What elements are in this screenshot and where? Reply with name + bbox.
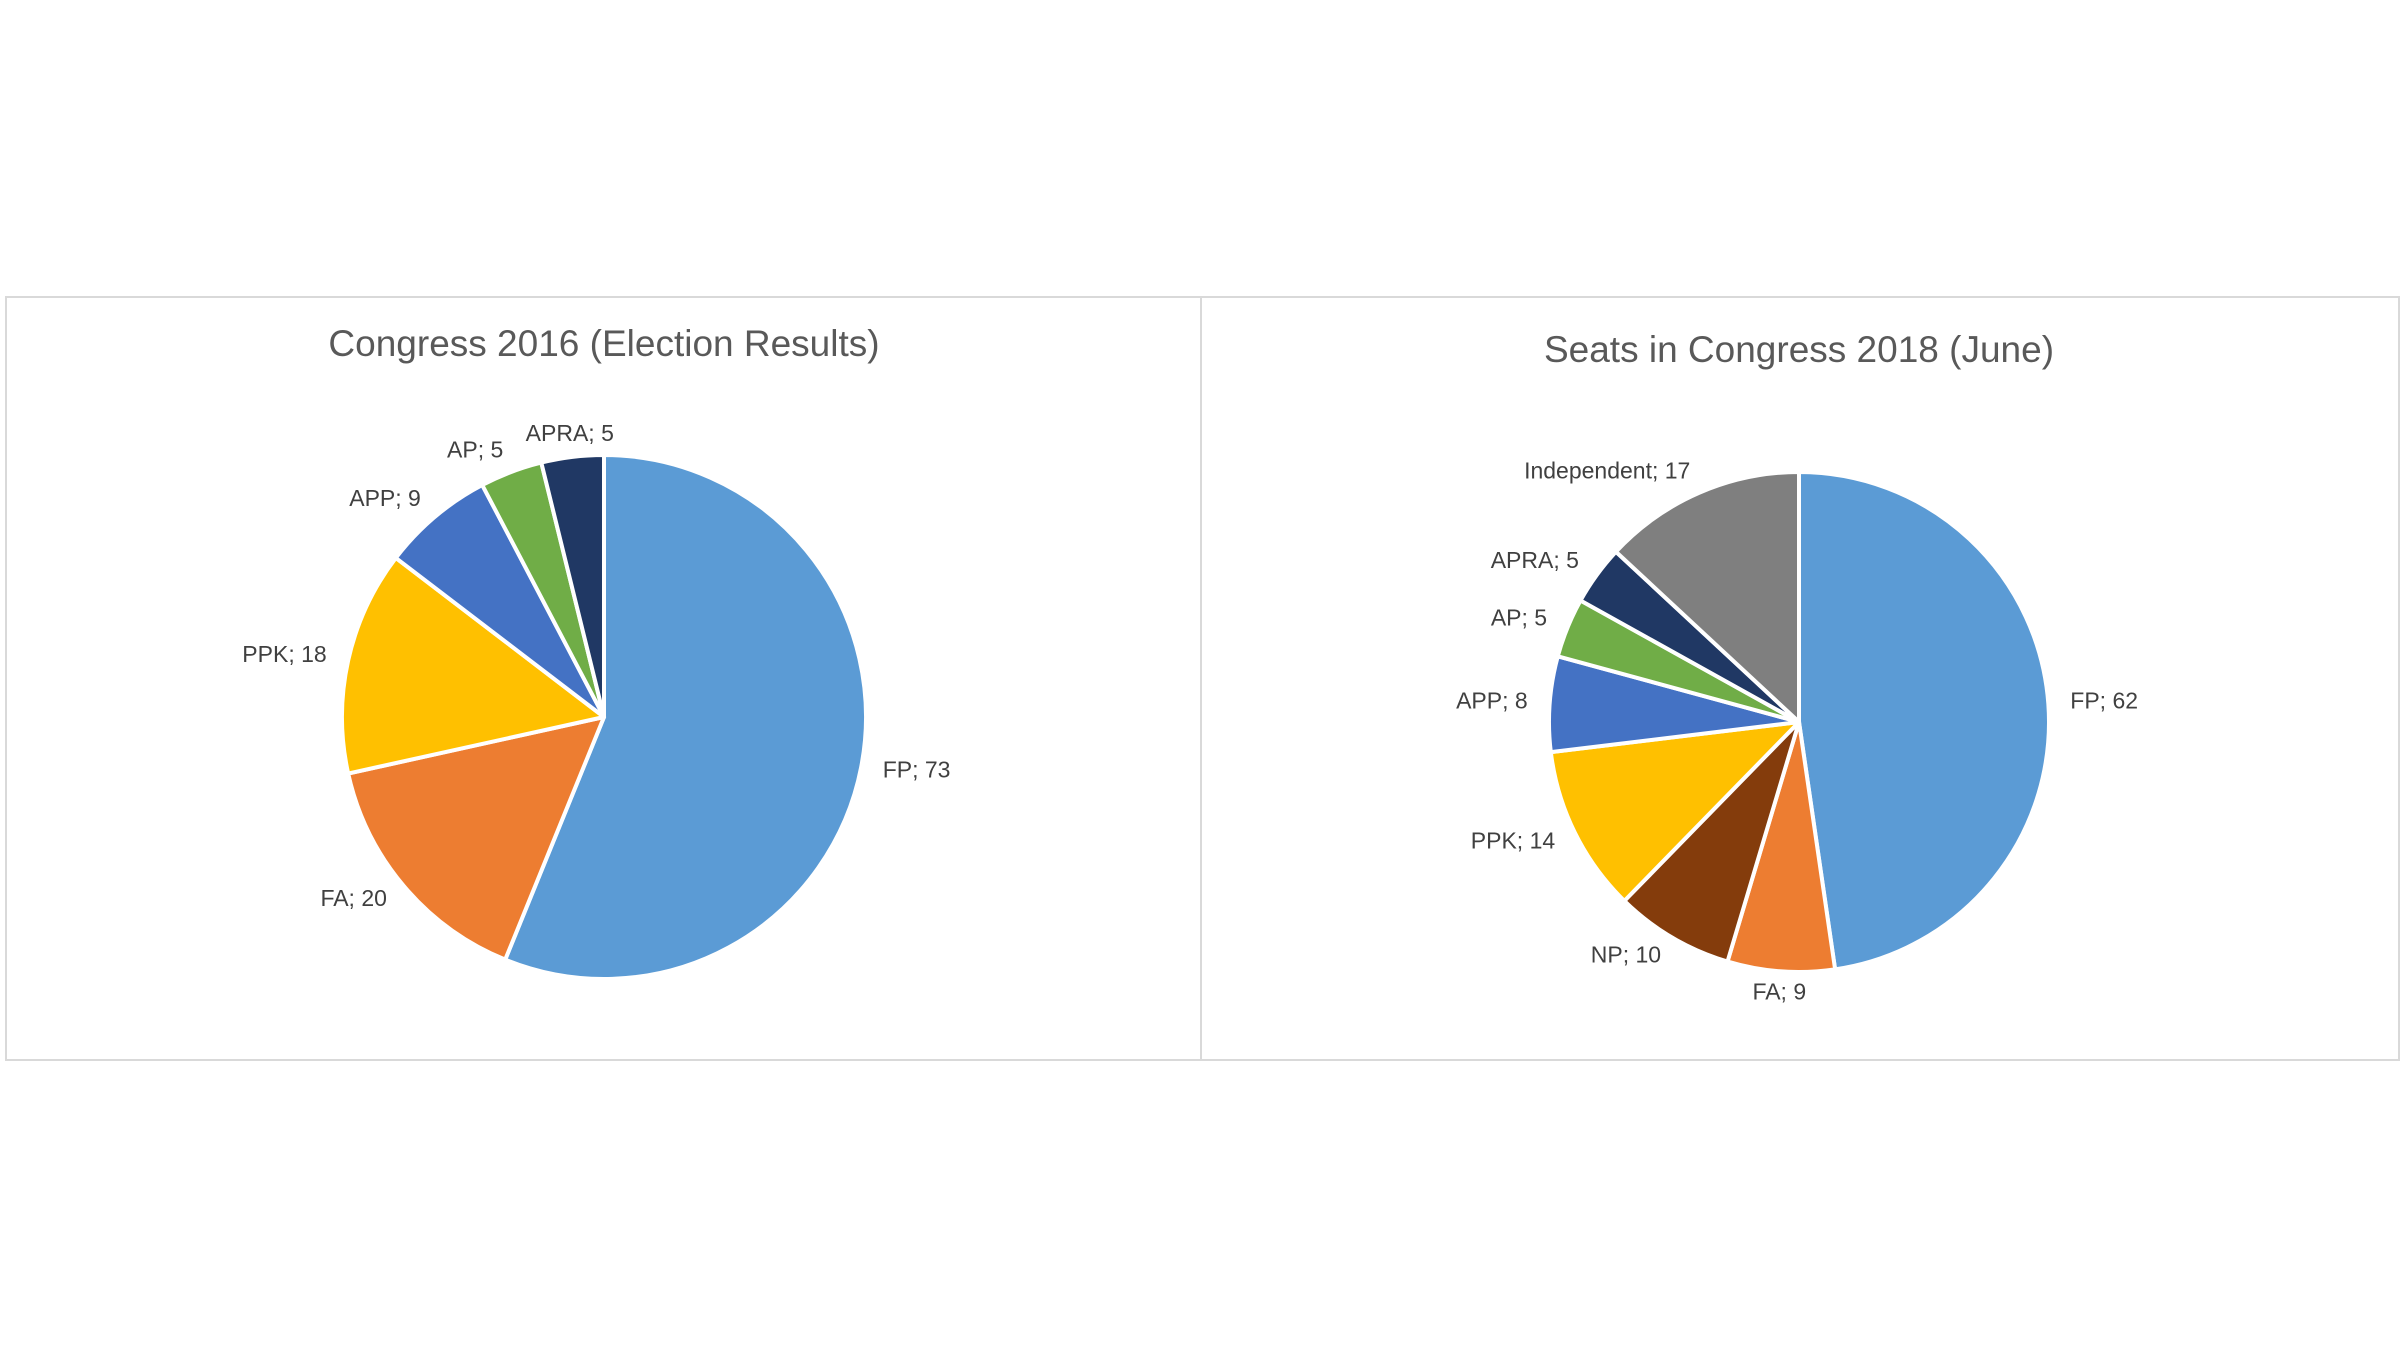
pie-slice xyxy=(393,483,606,719)
data-label: APRA; 5 xyxy=(526,420,614,446)
pie-slice xyxy=(1797,470,2051,972)
data-label: FP; 62 xyxy=(2070,687,2138,713)
data-label: AP; 5 xyxy=(1491,605,1547,631)
pie-slice xyxy=(503,453,868,981)
pie-slice xyxy=(340,555,606,776)
pie-slice xyxy=(539,453,606,719)
pie-slice xyxy=(1613,470,1801,724)
pie-slice xyxy=(1548,720,1801,903)
data-label: APP; 9 xyxy=(349,485,421,511)
data-label: NP; 10 xyxy=(1591,942,1661,968)
data-label: APRA; 5 xyxy=(1491,547,1579,573)
data-label: PPK; 14 xyxy=(1471,828,1556,854)
data-label: FP; 73 xyxy=(883,757,951,783)
data-label: AP; 5 xyxy=(447,437,503,463)
data-label: FA; 20 xyxy=(320,885,386,911)
data-label: FA; 9 xyxy=(1752,978,1806,1004)
data-label: PPK; 18 xyxy=(242,641,326,667)
pie-slice xyxy=(346,715,606,962)
data-label: Independent; 17 xyxy=(1524,458,1690,484)
data-label: APP; 8 xyxy=(1456,687,1528,713)
chart-title: Congress 2016 (Election Results) xyxy=(328,323,879,364)
chart-title: Seats in Congress 2018 (June) xyxy=(1544,329,2054,370)
pie-slice xyxy=(1725,720,1838,974)
pie-slice xyxy=(1622,720,1801,964)
